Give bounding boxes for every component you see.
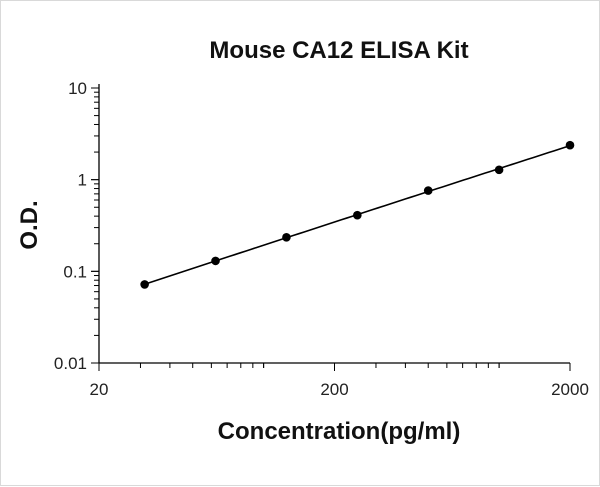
y-axis-title: O.D. (16, 200, 43, 249)
y-tick-label: 0.01 (54, 354, 87, 373)
data-point (565, 140, 575, 150)
x-tick-label: 2000 (551, 380, 589, 399)
chart-title: Mouse CA12 ELISA Kit (209, 37, 468, 64)
data-point (423, 186, 433, 195)
x-tick-label: 20 (90, 380, 109, 399)
x-tick-label: 200 (320, 380, 348, 399)
y-tick-label: 1 (78, 171, 87, 190)
y-tick-label: 10 (68, 79, 87, 98)
x-axis-title: Concentration(pg/ml) (218, 418, 461, 445)
axes-group (91, 84, 571, 371)
data-point (211, 256, 220, 266)
data-point (282, 233, 291, 242)
tick-labels-group: 0.01 0.1 1 10 20 200 2000 (54, 79, 589, 399)
y-tick-label: 0.1 (63, 262, 87, 281)
data-point (353, 210, 362, 220)
data-point (494, 165, 504, 175)
data-point (140, 280, 149, 289)
data-points-group (140, 140, 575, 289)
